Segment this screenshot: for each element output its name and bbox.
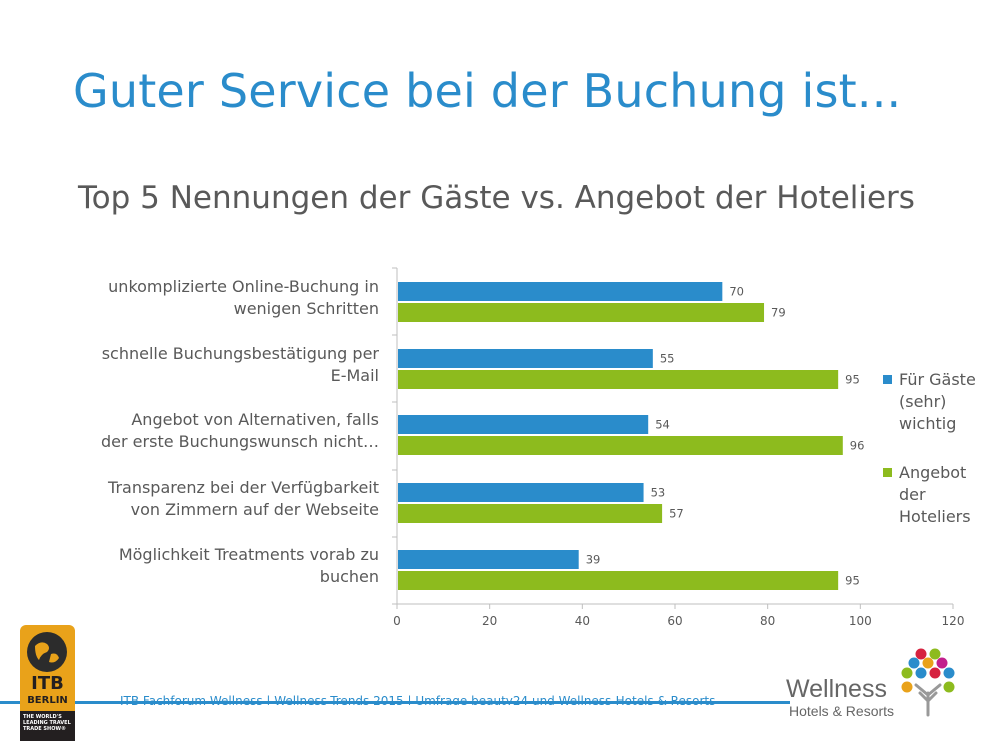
data-label: 39 — [586, 553, 601, 567]
itb-berlin-logo: ITB BERLIN THE WORLD'S LEADING TRAVEL TR… — [20, 625, 75, 741]
legend-label: Hoteliers — [899, 507, 971, 526]
wellness-logo-sub: Hotels & Resorts — [789, 703, 895, 719]
wellness-logo-word: Wellness — [786, 675, 887, 703]
category-label: E-Mail — [331, 366, 379, 385]
bar-guests — [398, 349, 653, 368]
bar-hoteliers — [398, 436, 843, 455]
footer-text: ITB Fachforum Wellness | Wellness-Trends… — [120, 694, 716, 708]
bar-guests — [398, 550, 579, 569]
footer-line — [0, 701, 790, 704]
category-label: Möglichkeit Treatments vorab zu — [119, 545, 379, 564]
category-label: der erste Buchungswunsch nicht… — [101, 432, 379, 451]
slide-title: Guter Service bei der Buchung ist... — [73, 64, 902, 118]
category-label: Angebot von Alternativen, falls — [131, 410, 379, 429]
data-label: 96 — [850, 439, 865, 453]
legend-label: (sehr) — [899, 392, 946, 411]
bar-hoteliers — [398, 370, 839, 389]
data-label: 54 — [655, 418, 670, 432]
x-tick-label: 100 — [849, 614, 872, 628]
data-label: 57 — [669, 507, 684, 521]
bar-hoteliers — [398, 571, 839, 590]
data-label: 95 — [845, 574, 860, 588]
data-label: 79 — [771, 306, 786, 320]
bar-guests — [398, 483, 644, 502]
chart-axes: 0 20 40 60 80 100 120 — [392, 267, 965, 628]
wellness-hotels-logo: Wellness Hotels & Resorts — [786, 645, 966, 720]
chart-labels: unkomplizierte Online-Buchung in wenigen … — [101, 277, 864, 588]
category-label: unkomplizierte Online-Buchung in — [108, 277, 379, 296]
category-label: Transparenz bei der Verfügbarkeit — [107, 478, 379, 497]
bar-hoteliers — [398, 504, 663, 523]
itb-logo-tagline: THE WORLD'S LEADING TRAVEL TRADE SHOW® — [20, 711, 75, 741]
data-label: 70 — [729, 285, 744, 299]
tree-dots-icon — [901, 648, 955, 717]
category-label: buchen — [320, 567, 379, 586]
legend-swatch-hoteliers — [883, 468, 892, 477]
x-tick-label: 0 — [393, 614, 401, 628]
category-label: schnelle Buchungsbestätigung per — [102, 344, 380, 363]
legend-label: Für Gäste — [899, 370, 976, 389]
x-tick-label: 20 — [482, 614, 497, 628]
legend-swatch-guests — [883, 375, 892, 384]
data-label: 55 — [660, 352, 675, 366]
globe-icon — [27, 632, 67, 672]
itb-logo-city: BERLIN — [27, 695, 68, 706]
legend-label: Angebot — [899, 463, 966, 482]
footer-mask — [110, 705, 790, 717]
slide-subtitle: Top 5 Nennungen der Gäste vs. Angebot de… — [78, 180, 915, 216]
chart-legend: Für Gäste (sehr) wichtig Angebot der Hotelier… — [883, 370, 976, 526]
bar-guests — [398, 415, 649, 434]
legend-label: wichtig — [899, 414, 956, 433]
chart-bars — [398, 282, 843, 590]
legend-label: der — [899, 485, 926, 504]
x-tick-label: 120 — [942, 614, 965, 628]
data-label: 95 — [845, 373, 860, 387]
x-tick-label: 40 — [575, 614, 590, 628]
category-label: wenigen Schritten — [234, 299, 379, 318]
data-label: 53 — [651, 486, 666, 500]
x-tick-label: 60 — [667, 614, 682, 628]
itb-logo-word: ITB — [31, 673, 64, 694]
bar-guests — [398, 282, 723, 301]
category-label: von Zimmern auf der Webseite — [131, 500, 379, 519]
bar-hoteliers — [398, 303, 765, 322]
x-tick-label: 80 — [760, 614, 775, 628]
